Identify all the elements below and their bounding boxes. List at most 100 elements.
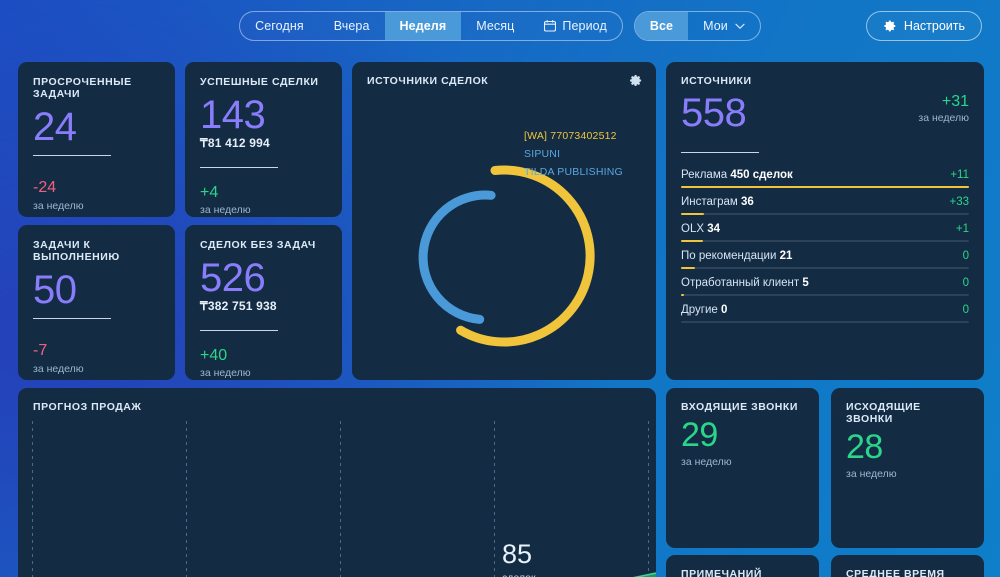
forecast-plot: 556 10 17 сделок ₸13 838 491 85 сделок ₸… [18,421,656,577]
source-count: 34 [707,223,721,235]
source-label: По рекомендации 21 [681,250,969,262]
card-tasks-todo[interactable]: ЗАДАЧИ К ВЫПОЛНЕНИЮ 50 -7 за неделю [18,225,175,380]
card-title: ЗАДАЧИ К ВЫПОЛНЕНИЮ [33,239,120,263]
source-bar-fill [681,267,695,269]
metric-value: 29 [681,416,718,454]
card-notes[interactable]: ПРИМЕЧАНИЙ [666,555,819,577]
card-title: ИСТОЧНИКИ СДЕЛОК [367,75,489,87]
source-label: Инстаграм 36 [681,196,969,208]
metric-period: за неделю [918,112,969,124]
period-tab-yesterday-label: Вчера [333,19,370,33]
source-delta: 0 [962,304,969,316]
period-tab-month-label: Месяц [476,19,515,33]
scope-tab-all[interactable]: Все [634,12,689,40]
metric-value: 50 [33,268,77,312]
card-deals-without-tasks[interactable]: СДЕЛОК БЕЗ ЗАДАЧ 526 ₸382 751 938 +40 за… [185,225,342,380]
period-tab-month[interactable]: Месяц [461,12,529,40]
period-tab-custom[interactable]: Период [529,12,621,40]
source-bar-fill [681,213,705,215]
source-count: 0 [721,304,728,316]
period-tab-today-label: Сегодня [255,19,304,33]
metric-period: за неделю [846,468,897,480]
metric-period: за неделю [33,200,84,212]
source-row[interactable]: Инстаграм 36 +33 [681,188,969,215]
card-successful-deals[interactable]: УСПЕШНЫЕ СДЕЛКИ 143 ₸81 412 994 +4 за не… [185,62,342,217]
metric-value: 28 [846,428,883,466]
metric-delta: -7 [33,342,48,359]
gridline [32,421,33,577]
metric-period: за неделю [200,367,251,379]
gridline [494,421,495,577]
settings-button-label: Настроить [903,19,965,33]
source-bar-fill [681,186,969,188]
chevron-down-icon [735,23,745,30]
source-row[interactable]: По рекомендации 21 0 [681,242,969,269]
period-tab-week-label: Неделя [399,19,447,33]
gear-icon[interactable] [628,73,643,88]
period-tab-week[interactable]: Неделя [384,12,462,40]
source-row[interactable]: OLX 34 +1 [681,215,969,242]
divider [33,155,111,156]
source-count: 21 [779,250,793,262]
card-title: ВХОДЯЩИЕ ЗВОНКИ [681,401,798,413]
dashboard-grid: ПРОСРОЧЕННЫЕ ЗАДАЧИ 24 -24 за неделю УСП… [18,62,984,577]
source-delta: 0 [962,250,969,262]
card-outgoing-calls[interactable]: ИСХОДЯЩИЕ ЗВОНКИ 28 за неделю [831,388,984,548]
card-title: ПРОСРОЧЕННЫЕ ЗАДАЧИ [33,76,132,100]
sources-list: Реклама 450 сделок +11 Инстаграм 36 +33 [681,161,969,323]
donut-arc-wa [456,165,595,347]
forecast-deals: 85 [502,539,533,569]
card-deal-sources-chart[interactable]: ИСТОЧНИКИ СДЕЛОК [WA] 77073402512 SIPUNI… [352,62,656,380]
card-sources[interactable]: ИСТОЧНИКИ 558 +31 за неделю Реклама 450 … [666,62,984,380]
gridline [648,421,649,577]
card-title: ПРИМЕЧАНИЙ [681,568,762,577]
legend-item: [WA] 77073402512 [524,130,617,142]
card-incoming-calls[interactable]: ВХОДЯЩИЕ ЗВОНКИ 29 за неделю [666,388,819,548]
scope-tab-mine-label: Мои [703,19,728,33]
source-delta: +1 [955,223,969,235]
source-row[interactable]: Другие 0 0 [681,296,969,323]
scope-tab-mine[interactable]: Мои [688,12,760,40]
source-bar-track [681,267,969,269]
metric-period: за неделю [200,204,251,216]
calendar-icon [544,20,557,32]
source-name: Инстаграм [681,196,738,208]
card-title: ИСХОДЯЩИЕ ЗВОНКИ [846,401,921,425]
metric-delta: -24 [33,179,57,196]
forecast-label: сделок [502,572,569,577]
period-segmented-control[interactable]: Сегодня Вчера Неделя Месяц Период [239,11,623,41]
source-count: 5 [802,277,809,289]
scope-segmented-control[interactable]: Все Мои [633,11,761,41]
source-bar-fill [681,294,685,296]
card-title: СРЕДНЕЕ ВРЕМЯ ОТВЕТА [846,568,945,577]
card-avg-response-time[interactable]: СРЕДНЕЕ ВРЕМЯ ОТВЕТА [831,555,984,577]
card-title: ИСТОЧНИКИ [681,75,752,87]
legend-item: TILDA PUBLISHING [524,166,623,178]
gridline [340,421,341,577]
toolbar: Сегодня Вчера Неделя Месяц Период Все [0,0,1000,52]
gear-icon [883,19,897,33]
period-tab-yesterday[interactable]: Вчера [319,12,385,40]
source-row[interactable]: Реклама 450 сделок +11 [681,161,969,188]
source-bar-track [681,294,969,296]
source-row[interactable]: Отработанный клиент 5 0 [681,269,969,296]
metric-money: ₸382 751 938 [200,299,277,313]
source-bar-fill [681,240,703,242]
source-bar-track [681,240,969,242]
source-name: По рекомендации [681,250,777,262]
card-title: УСПЕШНЫЕ СДЕЛКИ [200,76,319,88]
source-count: 450 сделок [730,169,793,181]
gridline [186,421,187,577]
card-overdue-tasks[interactable]: ПРОСРОЧЕННЫЕ ЗАДАЧИ 24 -24 за неделю [18,62,175,217]
card-sales-forecast[interactable]: ПРОГНОЗ ПРОДАЖ 556 10 [18,388,656,577]
metric-period: за неделю [33,363,84,375]
settings-button[interactable]: Настроить [865,11,982,41]
divider [200,330,278,331]
source-bar-track [681,321,969,323]
divider [681,152,759,153]
period-tab-today[interactable]: Сегодня [240,12,319,40]
scope-tab-all-label: Все [649,19,674,33]
metric-value: 558 [681,91,747,135]
legend-item: SIPUNI [524,148,561,160]
donut-arc-sipuni [418,190,496,324]
